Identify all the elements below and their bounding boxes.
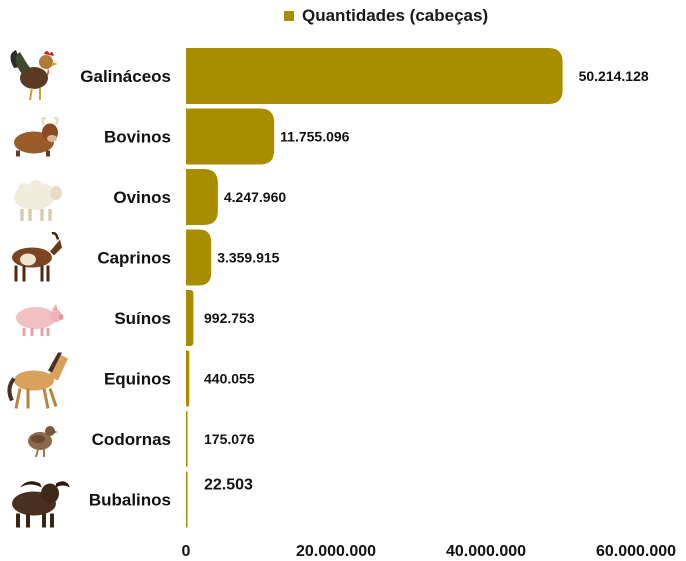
cow-icon (14, 116, 59, 157)
category-label: Caprinos (97, 249, 171, 268)
x-tick-label: 60.000.000 (596, 543, 676, 560)
sheep-icon (14, 180, 62, 221)
category-label: Bubalinos (89, 491, 171, 510)
bar-7 (186, 471, 188, 528)
rooster-icon-shape (44, 51, 54, 56)
x-axis: 0 20.000.000 40.000.000 60.000.000 (182, 543, 677, 560)
rooster-icon-shape (39, 55, 53, 69)
data-label: 22.503 (204, 477, 253, 494)
category-label: Bovinos (104, 128, 171, 147)
cow-icon-shape (47, 135, 57, 142)
buffalo-icon-shape (41, 483, 59, 504)
rooster-icon-shape (29, 87, 41, 101)
legend-label: Quantidades (cabeças) (302, 6, 489, 25)
pig-icon-shape (52, 304, 58, 311)
cow-icon-shape (16, 150, 50, 157)
category-label: Codornas (92, 430, 171, 449)
goat-icon (12, 231, 62, 282)
quail-icon-shape (54, 431, 58, 433)
sheep-icon-shape (40, 184, 52, 196)
horse-icon-shape (7, 377, 16, 402)
quail-icon-shape (31, 435, 45, 443)
category-label: Ovinos (113, 188, 171, 207)
sheep-icon-shape (29, 180, 43, 194)
cow-icon-shape (41, 116, 59, 126)
category-label: Suínos (114, 309, 171, 328)
goat-icon-shape (20, 253, 36, 266)
pig-icon (16, 304, 64, 336)
buffalo-icon (12, 481, 70, 528)
rooster-icon-shape (52, 62, 58, 66)
labels: Galináceos 50.214.128 Bovinos 11.755.096 Ovi… (80, 67, 649, 510)
buffalo-icon-shape (20, 481, 42, 488)
horse-icon-shape (14, 388, 58, 409)
bar-5 (186, 350, 190, 407)
bar-3 (186, 229, 212, 286)
pig-icon-shape (16, 307, 56, 329)
goat-icon-shape (51, 231, 60, 240)
rooster-icon-shape (20, 67, 48, 89)
rooster-icon-shape (47, 68, 49, 76)
category-label: Equinos (104, 370, 171, 389)
category-label: Galináceos (80, 67, 171, 86)
rooster-icon (10, 50, 58, 101)
horse-icon-shape (48, 352, 62, 373)
horse-icon (7, 352, 68, 409)
quail-icon-shape (35, 448, 45, 458)
data-label: 440.055 (204, 371, 255, 387)
buffalo-icon-shape (56, 481, 70, 488)
quail-icon-shape (45, 426, 55, 436)
x-tick-label: 40.000.000 (446, 543, 526, 560)
pig-icon-shape (22, 328, 50, 336)
horse-icon-shape (48, 354, 68, 381)
bar-0 (186, 48, 563, 104)
bar-1 (186, 108, 275, 165)
x-tick-label: 0 (182, 543, 191, 560)
pig-icon-shape (58, 314, 64, 320)
data-label: 4.247.960 (224, 189, 286, 205)
quail-icon (28, 426, 58, 458)
goat-icon-shape (14, 265, 50, 282)
goat-icon-shape (50, 239, 62, 256)
bar-6 (186, 411, 188, 467)
bars (186, 48, 563, 528)
sheep-icon-shape (50, 186, 62, 200)
sheep-icon-shape (20, 209, 52, 221)
data-label: 50.214.128 (579, 68, 649, 84)
sheep-icon-shape (18, 183, 30, 195)
buffalo-icon-shape (16, 513, 54, 528)
bar-4 (186, 290, 194, 346)
data-label: 11.755.096 (280, 129, 350, 145)
data-label: 992.753 (204, 310, 255, 326)
chart-legend: Quantidades (cabeças) (284, 6, 488, 26)
horse-icon-shape (14, 370, 54, 391)
legend-swatch (284, 11, 294, 21)
x-tick-label: 20.000.000 (296, 543, 376, 560)
pig-icon-shape (50, 310, 62, 322)
category-icons (7, 50, 70, 528)
data-label: 175.076 (204, 431, 255, 447)
data-label: 3.359.915 (217, 250, 279, 266)
bar-2 (186, 169, 218, 225)
